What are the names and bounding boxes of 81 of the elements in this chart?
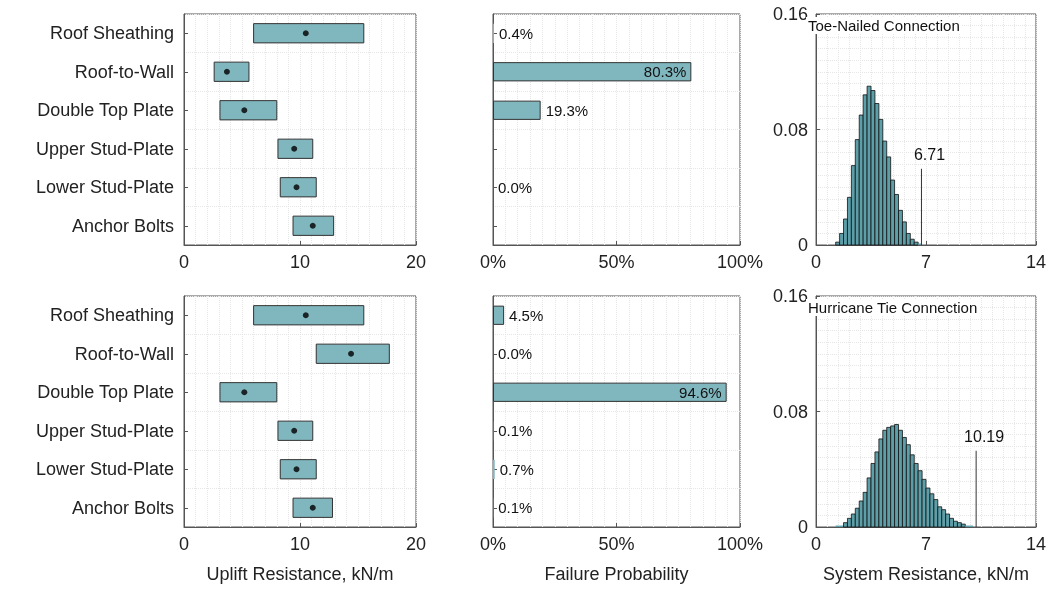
y-tick-label: 0.08 [772, 119, 809, 140]
annotation: Toe-Nailed Connection [808, 17, 960, 34]
bar [493, 382, 727, 402]
x-tick-label: 100% [716, 534, 764, 554]
x-tick-label: 0 [811, 534, 822, 554]
y-tick-label: Roof-to-Wall [74, 61, 174, 82]
x-tick-label: 14 [1025, 534, 1046, 554]
x-tick-label: 0 [178, 534, 190, 554]
point [309, 504, 316, 511]
point [309, 222, 316, 229]
y-tick-label: Double Top Plate [37, 382, 174, 403]
y-tick-label: 0.16 [772, 286, 809, 306]
data-label: 0.0% [498, 178, 533, 196]
bar [253, 23, 365, 44]
bar [493, 305, 505, 325]
y-tick-label: Anchor Bolts [71, 215, 174, 236]
y-tick-label: 0 [798, 235, 809, 255]
data-label: 4.5% [509, 306, 544, 324]
x-tick-label: 0 [811, 252, 822, 272]
y-tick-label: Upper Stud-Plate [35, 138, 174, 159]
y-tick-label: Roof-to-Wall [74, 343, 174, 364]
x-tick-label: 20 [405, 252, 427, 272]
x-tick-label: 0% [479, 534, 507, 554]
x-tick-label: 7 [921, 252, 932, 272]
bar [279, 177, 317, 198]
x-axis-title: System Resistance, kN/m [822, 564, 1030, 584]
x-tick-label: 50% [598, 252, 635, 272]
bar [213, 61, 250, 82]
bar [219, 100, 278, 121]
x-axis-title: Uplift Resistance, kN/m [206, 564, 394, 584]
x-tick-label: 0 [178, 252, 190, 272]
bar [277, 138, 314, 159]
point [302, 312, 309, 319]
y-tick-label: Roof Sheathing [49, 305, 174, 326]
ref-line-label: 10.19 [964, 428, 1005, 446]
point [302, 30, 309, 37]
point [291, 427, 298, 434]
bar [292, 497, 333, 518]
point [293, 184, 300, 191]
data-label: 19.3% [545, 101, 589, 119]
point [241, 107, 248, 114]
point [348, 350, 355, 357]
y-tick-label: 0.08 [772, 401, 809, 422]
data-label: 0.1% [498, 422, 533, 440]
data-label: 0.1% [498, 499, 533, 517]
x-tick-label: 100% [716, 252, 764, 272]
y-tick-label: Roof Sheathing [49, 23, 174, 44]
x-tick-label: 50% [598, 534, 635, 554]
y-tick-label: Upper Stud-Plate [35, 420, 174, 441]
y-tick-label: Double Top Plate [37, 100, 174, 121]
x-axis-title: Failure Probability [544, 564, 689, 584]
annotation: Hurricane Tie Connection [808, 299, 978, 316]
bar [219, 382, 278, 403]
point [291, 145, 298, 152]
data-label: 0.0% [498, 345, 533, 363]
bar [493, 62, 692, 82]
y-tick-label: 0.16 [772, 4, 809, 24]
bar [493, 100, 541, 120]
y-tick-label: Lower Stud-Plate [35, 459, 174, 480]
bar [315, 343, 390, 364]
x-tick-label: 20 [405, 534, 427, 554]
x-tick-label: 7 [921, 534, 932, 554]
point [223, 68, 230, 75]
x-tick-label: 0% [479, 252, 507, 272]
data-label: 80.3% [643, 63, 687, 81]
data-label: 0.4% [498, 24, 534, 42]
y-tick-label: Lower Stud-Plate [35, 177, 174, 198]
x-tick-label: 10 [289, 534, 311, 554]
x-tick-label: 14 [1025, 252, 1046, 272]
bar [279, 459, 317, 480]
y-tick-label: Anchor Bolts [71, 497, 174, 518]
ref-line-label: 6.71 [913, 146, 946, 164]
y-tick-label: 0 [798, 517, 809, 537]
bar [277, 420, 314, 441]
bar [292, 215, 335, 236]
bar [253, 305, 365, 326]
point [293, 466, 300, 473]
point [241, 389, 248, 396]
data-label: 94.6% [679, 383, 722, 401]
data-label: 0.7% [499, 460, 534, 478]
x-tick-label: 10 [289, 252, 311, 272]
